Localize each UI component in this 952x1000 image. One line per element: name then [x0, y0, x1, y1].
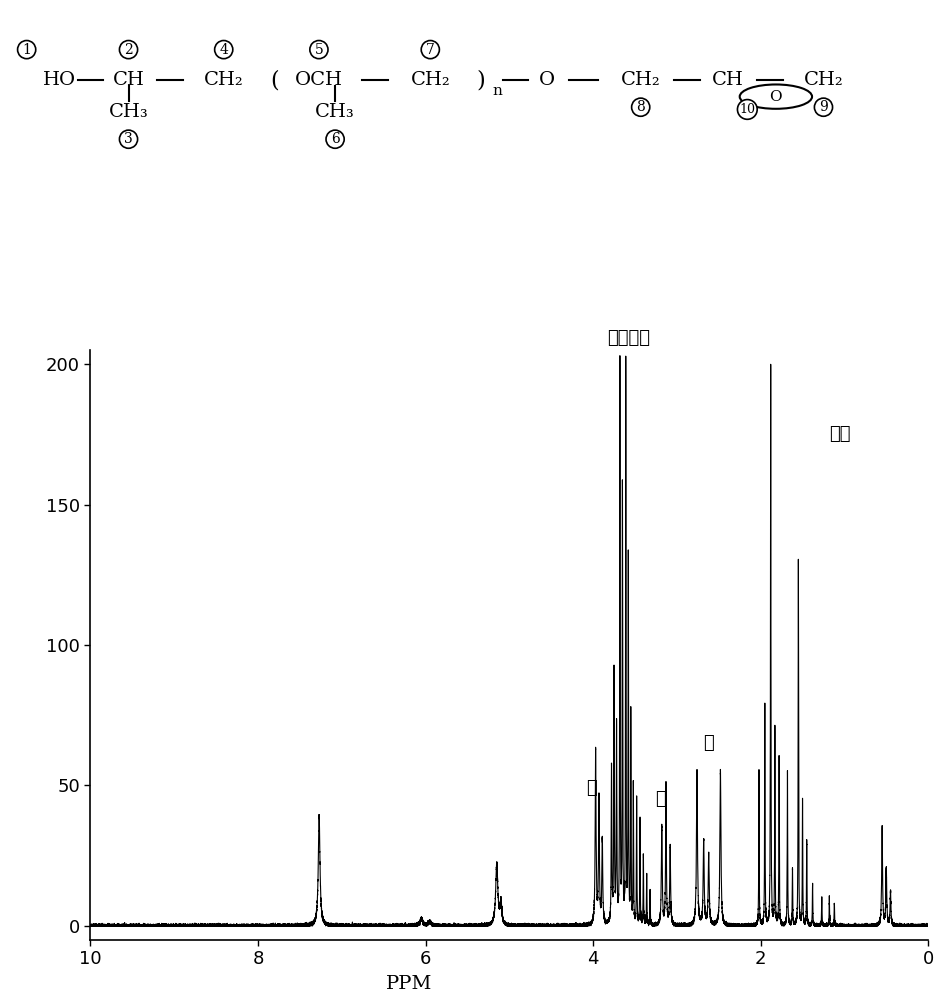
Text: CH₃: CH₃	[109, 103, 149, 121]
Text: ③⑥: ③⑥	[829, 425, 851, 443]
Text: HO: HO	[43, 71, 76, 89]
Text: ②④⑤⑦: ②④⑤⑦	[606, 329, 650, 347]
Text: CH₂: CH₂	[621, 71, 661, 89]
Text: 10: 10	[740, 103, 755, 116]
Text: ⑨: ⑨	[704, 734, 714, 752]
Text: 9: 9	[819, 100, 828, 114]
Text: 1: 1	[22, 43, 31, 57]
Text: 8: 8	[636, 100, 645, 114]
Text: (: (	[269, 69, 279, 91]
Text: CH: CH	[112, 71, 145, 89]
Text: 3: 3	[124, 132, 133, 146]
Text: ⑧: ⑧	[586, 779, 597, 797]
Text: 2: 2	[124, 43, 133, 57]
Text: O: O	[769, 90, 783, 104]
Text: CH₂: CH₂	[803, 71, 843, 89]
Text: CH: CH	[712, 71, 744, 89]
Text: 6: 6	[330, 132, 340, 146]
Text: CH₂: CH₂	[410, 71, 450, 89]
Text: 7: 7	[426, 43, 435, 57]
Text: CH₃: CH₃	[315, 103, 355, 121]
Text: O: O	[540, 71, 555, 89]
Text: 5: 5	[314, 43, 324, 57]
Text: ⑩: ⑩	[655, 790, 665, 808]
Text: OCH: OCH	[295, 71, 343, 89]
Text: CH₂: CH₂	[204, 71, 244, 89]
Text: 4: 4	[219, 43, 228, 57]
Text: ): )	[476, 69, 486, 91]
Text: n: n	[492, 84, 502, 98]
X-axis label: PPM: PPM	[386, 975, 432, 993]
